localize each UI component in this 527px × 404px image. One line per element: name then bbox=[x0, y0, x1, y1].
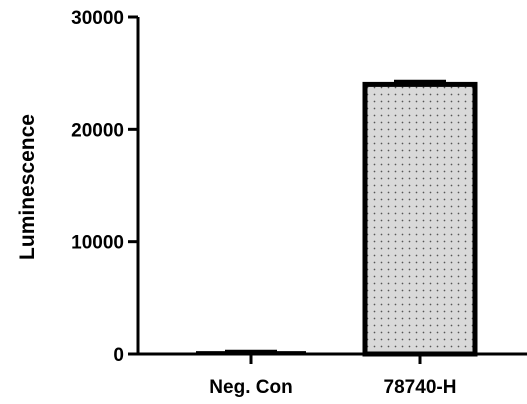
y-tick-label: 0 bbox=[113, 345, 124, 366]
y-axis-title: Luminescence bbox=[16, 114, 39, 260]
bar bbox=[362, 81, 478, 357]
x-tick-label: 78740-H bbox=[384, 377, 457, 398]
y-tick-label: 20000 bbox=[71, 120, 124, 141]
y-tick-label: 10000 bbox=[71, 233, 124, 254]
y-tick-label: 30000 bbox=[71, 8, 124, 29]
x-tick-label: Neg. Con bbox=[209, 377, 292, 398]
